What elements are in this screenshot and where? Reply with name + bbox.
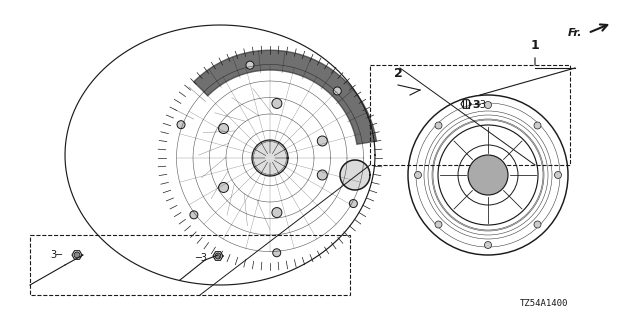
Polygon shape [194,50,376,144]
Text: 2: 2 [394,67,403,80]
Circle shape [415,172,422,179]
Circle shape [272,208,282,218]
Circle shape [349,200,357,208]
Circle shape [272,99,282,108]
Circle shape [468,155,508,195]
Circle shape [435,122,442,129]
Circle shape [484,101,492,108]
Text: 3─: 3─ [50,250,62,260]
Polygon shape [252,140,288,176]
Circle shape [554,172,561,179]
Circle shape [219,124,228,133]
Circle shape [317,170,327,180]
Circle shape [273,249,281,257]
Text: 3: 3 [472,100,480,110]
Bar [370,65,570,165]
Circle shape [190,211,198,219]
Circle shape [534,122,541,129]
Circle shape [484,242,492,249]
Text: TZ54A1400: TZ54A1400 [520,299,568,308]
Circle shape [246,61,254,69]
Circle shape [534,221,541,228]
Text: ─3: ─3 [474,100,486,110]
Circle shape [219,182,228,192]
Circle shape [317,136,327,146]
Bar [30,235,350,295]
Circle shape [333,87,341,95]
Polygon shape [340,160,370,190]
Text: 1: 1 [531,39,540,52]
Circle shape [435,221,442,228]
Circle shape [177,121,185,129]
Circle shape [74,252,80,258]
Text: Fr.: Fr. [568,28,582,38]
Circle shape [215,253,221,259]
Text: ─3: ─3 [195,253,207,263]
